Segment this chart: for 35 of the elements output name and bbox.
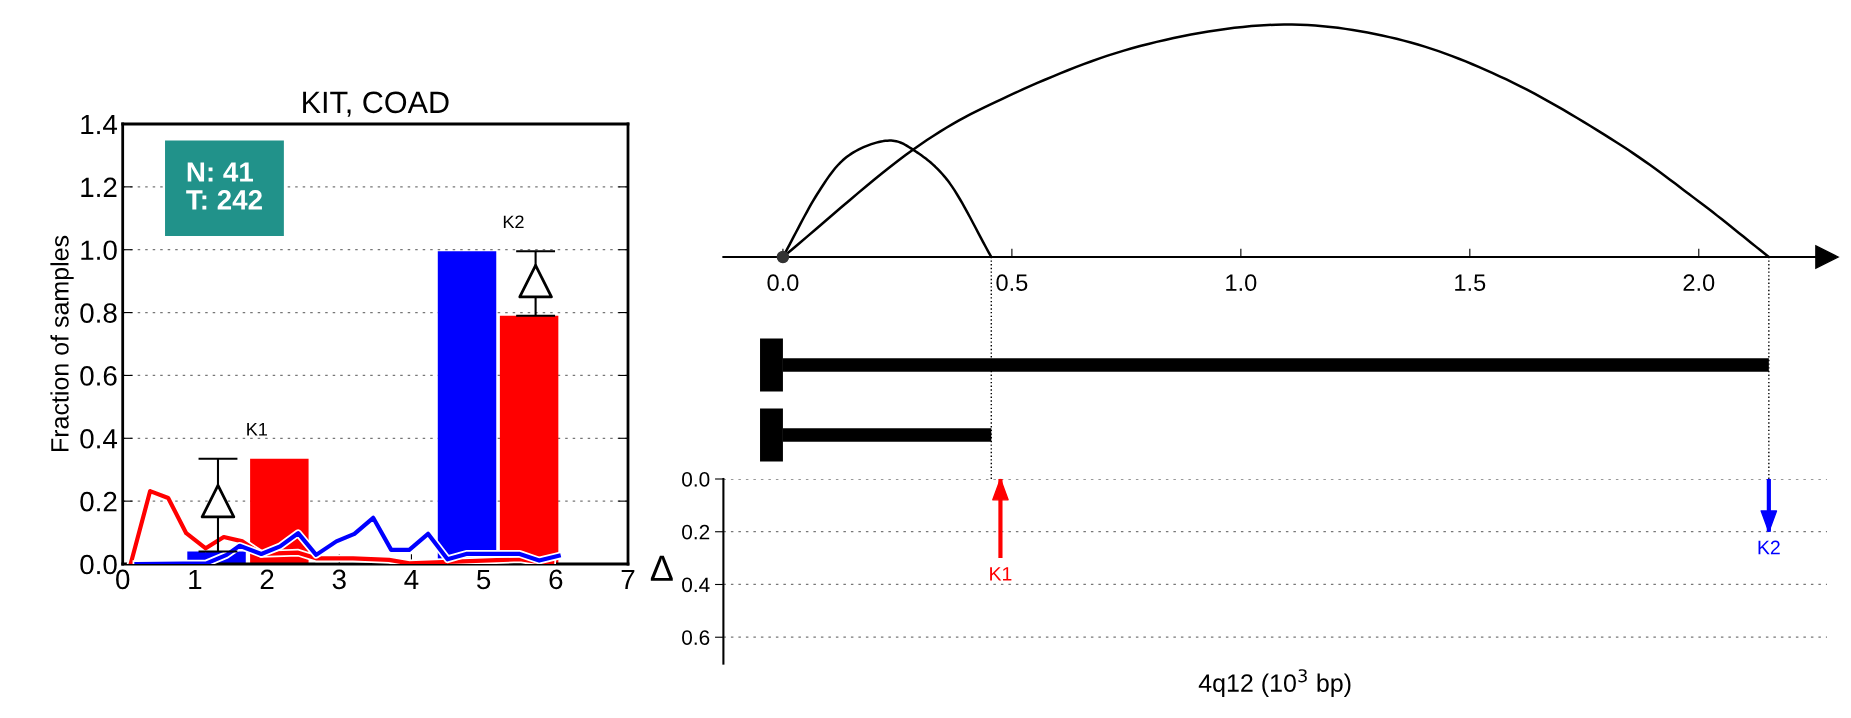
x-tick-label: 0.0 — [767, 274, 799, 292]
x-tick-label: 1.0 — [1226, 274, 1257, 292]
y-tick-label: 0.4 — [80, 428, 118, 449]
data-label: K1 — [247, 423, 267, 436]
y-tick-label: 0.0 — [80, 554, 117, 575]
y-tick-label: 0.6 — [682, 630, 710, 645]
y-tick-label: 1.2 — [81, 177, 117, 197]
x-tick-label: 2 — [260, 569, 274, 589]
x-tick-label: 1.5 — [1455, 274, 1486, 292]
y-tick-label: 0.4 — [682, 577, 710, 593]
y-tick-label: 0.2 — [682, 524, 710, 540]
y-tick-label: 1.4 — [81, 114, 118, 135]
bar — [499, 315, 559, 564]
y-tick-label: 0.8 — [80, 303, 117, 323]
x-tick-label: 7 — [621, 569, 635, 589]
x-tick-label: 4 — [404, 569, 419, 589]
data-label: K1 — [990, 567, 1012, 581]
y-tick-label: 0.0 — [682, 472, 710, 487]
x-tick-label: 3 — [332, 569, 346, 590]
x-tick-label: 5 — [477, 569, 491, 590]
data-label: K2 — [503, 215, 524, 229]
x-tick-label: 0 — [116, 569, 130, 590]
annotation: N: 41 T: 242 — [186, 162, 262, 210]
y-tick-label: 0.2 — [80, 491, 117, 512]
x-tick-label: 1 — [189, 569, 202, 589]
y-axis-title: Δ — [650, 555, 673, 581]
x-axis-title: 4q12 (10$^{3}$ bp) — [1198, 669, 1351, 697]
y-tick-label: 1.0 — [81, 240, 117, 261]
x-tick-label: 6 — [549, 569, 563, 590]
y-axis-title: Fraction of samples — [50, 235, 74, 452]
x-tick-label: 2.0 — [1683, 274, 1715, 292]
x-tick-label: 0.5 — [996, 274, 1028, 292]
chart-title: KIT, COAD — [303, 91, 449, 117]
data-label: K2 — [1758, 540, 1780, 555]
y-tick-label: 0.6 — [80, 366, 117, 386]
